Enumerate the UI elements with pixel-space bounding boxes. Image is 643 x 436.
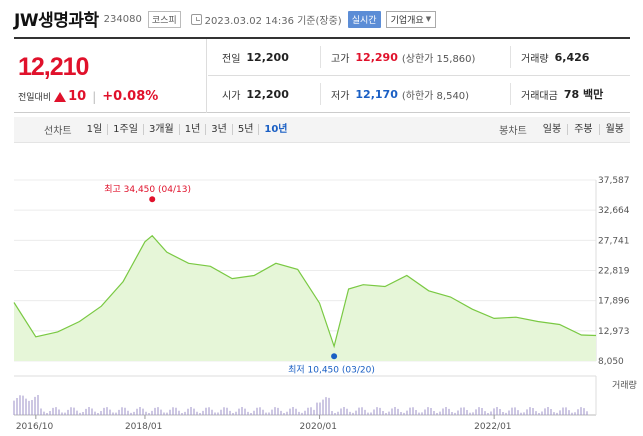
prev-close-value: 12,200 xyxy=(246,50,289,64)
period-5y[interactable]: 5년 xyxy=(231,124,259,135)
volume: 거래량 6,426 xyxy=(510,46,589,68)
company-overview-button[interactable]: 기업개요 ▼ xyxy=(385,10,437,28)
volume-chart xyxy=(13,375,597,416)
high-value: 12,290 xyxy=(355,50,398,64)
price-box: 12,210 전일대비 10 | +0.08% xyxy=(14,39,207,113)
low-value: 12,170 xyxy=(355,87,398,101)
y-tick-label: 32,664 xyxy=(598,206,630,216)
period-3y[interactable]: 3년 xyxy=(205,124,232,135)
company-overview-label: 기업개요 xyxy=(390,15,424,26)
current-price: 12,210 xyxy=(18,53,89,81)
min-price-label: 최저 10,450 (03/20) xyxy=(288,364,375,375)
x-tick-label: 2018/01 xyxy=(125,422,162,432)
high-price: 고가 12,290 (상한가 15,860) xyxy=(320,46,475,68)
candle-weekly[interactable]: 주봉 xyxy=(567,124,598,135)
period-10y[interactable]: 10년 xyxy=(258,124,292,135)
volume-value: 6,426 xyxy=(554,50,590,64)
stock-code: 234080 xyxy=(103,14,142,25)
y-tick-label: 12,973 xyxy=(598,327,630,337)
change-value: 10 xyxy=(68,89,87,104)
x-axis-ticks: 2016/10 2018/01 2020/01 2022/01 xyxy=(16,415,512,432)
market-badge: 코스피 xyxy=(147,10,181,28)
period-3m[interactable]: 3개월 xyxy=(142,124,179,135)
volume-legend: 거래량 xyxy=(612,379,637,391)
period-1w[interactable]: 1주일 xyxy=(107,124,143,135)
high-label: 고가 xyxy=(331,53,350,65)
candle-chart-label: 봉차트 xyxy=(499,126,527,137)
line-chart-label: 선차트 xyxy=(44,126,72,137)
period-1d[interactable]: 1일 xyxy=(86,124,103,135)
open-value: 12,200 xyxy=(246,87,289,101)
lower-limit: (하한가 8,540) xyxy=(401,90,470,102)
stock-header: JW생명과학 234080 코스피 2023.03.02 14:36 기준(장중… xyxy=(0,0,643,36)
x-tick-label: 2020/01 xyxy=(300,422,337,432)
stock-name: JW생명과학 xyxy=(14,10,99,31)
stat-row-2: 시가 12,200 저가 12,170 (하한가 8,540) 거래대금 78 … xyxy=(208,76,630,113)
y-tick-label: 27,741 xyxy=(598,236,630,246)
price-area xyxy=(14,235,596,361)
change-line: 전일대비 10 | +0.08% xyxy=(18,89,158,104)
realtime-button[interactable]: 실시간 xyxy=(347,10,381,28)
candle-daily[interactable]: 일봉 xyxy=(542,124,562,135)
y-tick-label: 37,587 xyxy=(598,176,630,186)
low-price: 저가 12,170 (하한가 8,540) xyxy=(320,83,469,105)
clock-icon xyxy=(190,13,202,25)
open-price: 시가 12,200 xyxy=(222,76,289,112)
trade-amount: 거래대금 78 백만 xyxy=(510,83,603,105)
min-price-marker xyxy=(331,353,338,360)
divider: | xyxy=(92,89,97,104)
change-label: 전일대비 xyxy=(18,93,52,103)
stat-row-1: 전일 12,200 고가 12,290 (상한가 15,860) 거래량 6,4… xyxy=(208,39,630,76)
low-label: 저가 xyxy=(331,90,350,102)
price-line xyxy=(13,234,597,349)
open-label: 시가 xyxy=(222,90,241,102)
period-1y[interactable]: 1년 xyxy=(178,124,206,135)
max-price-marker xyxy=(149,196,156,203)
chart-period-bar: 선차트 1일 1주일 3개월 1년 3년 5년 10년 봉차트 일봉 주봉 월봉 xyxy=(14,117,630,143)
price-chart: 37,587 32,664 27,741 22,819 17,896 12,973 8,05… xyxy=(13,176,637,432)
y-tick-label: 22,819 xyxy=(598,267,630,277)
y-tick-label: 17,896 xyxy=(598,297,630,307)
y-axis-ticks: 37,587 32,664 27,741 22,819 17,896 12,973 8,05… xyxy=(598,176,630,367)
datetime-text: 2023.03.02 14:36 기준(장중) xyxy=(204,15,342,27)
amount-value: 78 백만 xyxy=(563,88,604,101)
amount-label: 거래대금 xyxy=(521,90,558,102)
prev-close-label: 전일 xyxy=(222,53,241,65)
y-tick-label: 8,050 xyxy=(598,357,624,367)
price-summary: 12,210 전일대비 10 | +0.08% 전일 12,200 고가 12,… xyxy=(14,37,630,113)
prev-close: 전일 12,200 xyxy=(222,39,289,75)
chevron-down-icon: ▼ xyxy=(425,15,432,23)
x-tick-label: 2022/01 xyxy=(474,422,511,432)
candle-monthly[interactable]: 월봉 xyxy=(598,124,630,135)
max-price-label: 최고 34,450 (04/13) xyxy=(104,184,191,195)
volume-label: 거래량 xyxy=(521,53,549,65)
upper-limit: (상한가 15,860) xyxy=(401,53,476,65)
triangle-up-icon xyxy=(54,91,67,102)
change-percent: +0.08% xyxy=(102,89,159,104)
x-tick-label: 2016/10 xyxy=(16,422,54,432)
